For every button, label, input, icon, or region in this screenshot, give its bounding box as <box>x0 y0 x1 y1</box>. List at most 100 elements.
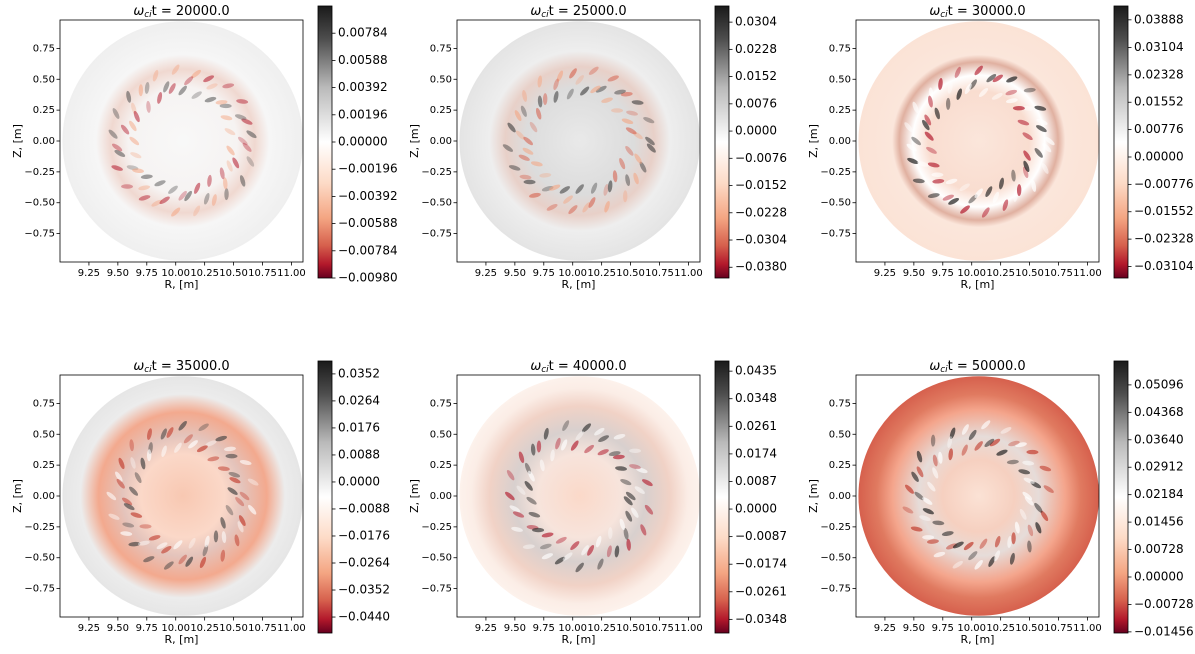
field-texture <box>625 145 634 156</box>
field-texture <box>566 88 574 100</box>
y-tick-label: −0.50 <box>421 553 452 564</box>
field-texture <box>562 420 570 432</box>
panel: ωcit = 30000.0 9.25 9.50 9.75 10.00 10.25 10.5… <box>807 4 1194 292</box>
field-texture <box>227 487 238 495</box>
field-texture <box>1023 150 1031 161</box>
field-texture <box>515 130 525 140</box>
field-texture <box>604 200 610 213</box>
field-texture <box>222 83 235 89</box>
field-texture <box>178 190 187 201</box>
y-tick-label: 0.75 <box>33 398 55 409</box>
colorbar-tick-label: −0.0348 <box>735 612 787 626</box>
x-tick-label: 10.00 <box>957 623 986 634</box>
field-texture <box>946 543 958 550</box>
colorbar-tick-label: 0.00728 <box>1134 542 1184 556</box>
field-texture <box>239 460 252 465</box>
field-texture <box>629 464 641 470</box>
field-texture <box>928 95 933 108</box>
field-texture <box>932 467 939 479</box>
field-texture <box>988 556 996 567</box>
field-texture <box>115 471 123 482</box>
field-texture <box>556 70 564 82</box>
field-texture <box>516 485 526 495</box>
colorbar-tick-label: 0.01552 <box>1134 95 1184 109</box>
y-tick-label: 0.25 <box>829 105 851 116</box>
field-texture <box>906 143 917 152</box>
title-symbol: ω <box>929 4 940 19</box>
field-texture <box>238 136 248 146</box>
field-texture <box>941 531 954 536</box>
field-texture <box>129 120 137 132</box>
y-tick-label: −0.25 <box>820 167 851 178</box>
field-texture <box>917 161 929 167</box>
colorbar-tick-label: −0.0088 <box>338 501 390 515</box>
field-texture <box>561 439 568 451</box>
title-symbol: ω <box>133 4 144 19</box>
field-texture <box>629 448 642 453</box>
field-texture <box>185 556 194 567</box>
colorbar-tick-label: −0.0261 <box>735 584 787 598</box>
field-texture <box>631 507 639 518</box>
colorbar-tick-label: −0.0228 <box>735 205 787 219</box>
field-texture <box>137 540 150 546</box>
field-texture <box>942 194 954 201</box>
x-axis-label: R, [m] <box>165 278 199 291</box>
field-texture <box>960 205 970 214</box>
x-tick-label: 10.00 <box>161 268 190 279</box>
field-texture <box>1023 87 1036 93</box>
field-texture <box>508 165 521 171</box>
field-texture <box>1015 442 1027 448</box>
field-texture <box>590 85 601 94</box>
field-texture <box>512 511 525 518</box>
field-texture <box>588 66 599 75</box>
field-texture <box>986 74 997 83</box>
field-texture <box>550 449 555 462</box>
x-tick-label: 10.25 <box>587 268 616 279</box>
colorbar-tick-label: 0.03104 <box>1134 40 1184 54</box>
field-texture <box>623 496 633 506</box>
field-texture <box>219 167 225 180</box>
x-tick-label: 11.00 <box>277 268 306 279</box>
field-texture <box>1006 459 1019 465</box>
field-texture <box>1014 521 1020 534</box>
field-image <box>858 21 1099 261</box>
field-texture <box>213 530 219 543</box>
field-texture <box>234 114 247 120</box>
field-texture <box>933 551 946 558</box>
field-texture <box>1021 106 1034 111</box>
field-texture <box>989 438 1001 447</box>
field-texture <box>1035 522 1042 534</box>
field-texture <box>623 527 629 540</box>
field-texture <box>194 182 201 194</box>
y-tick-label: −0.75 <box>820 584 851 595</box>
field-texture <box>644 504 654 515</box>
y-tick-label: −0.25 <box>820 522 851 533</box>
field-texture <box>1005 98 1018 104</box>
field-texture <box>147 428 152 440</box>
field-texture <box>133 110 140 123</box>
field-texture <box>526 496 537 505</box>
colorbar-tick-label: 0.00000 <box>338 135 388 149</box>
field-texture <box>518 154 530 161</box>
y-tick-label: 0.50 <box>829 74 851 85</box>
field-texture <box>633 172 639 185</box>
x-tick-label: 9.25 <box>78 623 100 634</box>
field-texture <box>1036 125 1047 133</box>
field-texture <box>215 100 228 105</box>
y-tick-label: 0.50 <box>430 429 452 440</box>
field-texture <box>1005 89 1018 96</box>
field-texture <box>555 536 567 544</box>
field-texture <box>1022 460 1035 466</box>
field-texture <box>519 174 532 180</box>
x-tick-label: 10.50 <box>1015 623 1044 634</box>
field-texture <box>129 136 140 146</box>
y-tick-label: −0.75 <box>421 584 452 595</box>
field-texture <box>952 541 964 549</box>
field-texture <box>241 118 253 125</box>
field-texture <box>522 90 528 102</box>
field-texture <box>146 449 152 462</box>
field-texture <box>193 205 201 217</box>
field-texture <box>1034 105 1047 111</box>
field-texture <box>947 81 953 94</box>
field-texture <box>553 90 559 103</box>
